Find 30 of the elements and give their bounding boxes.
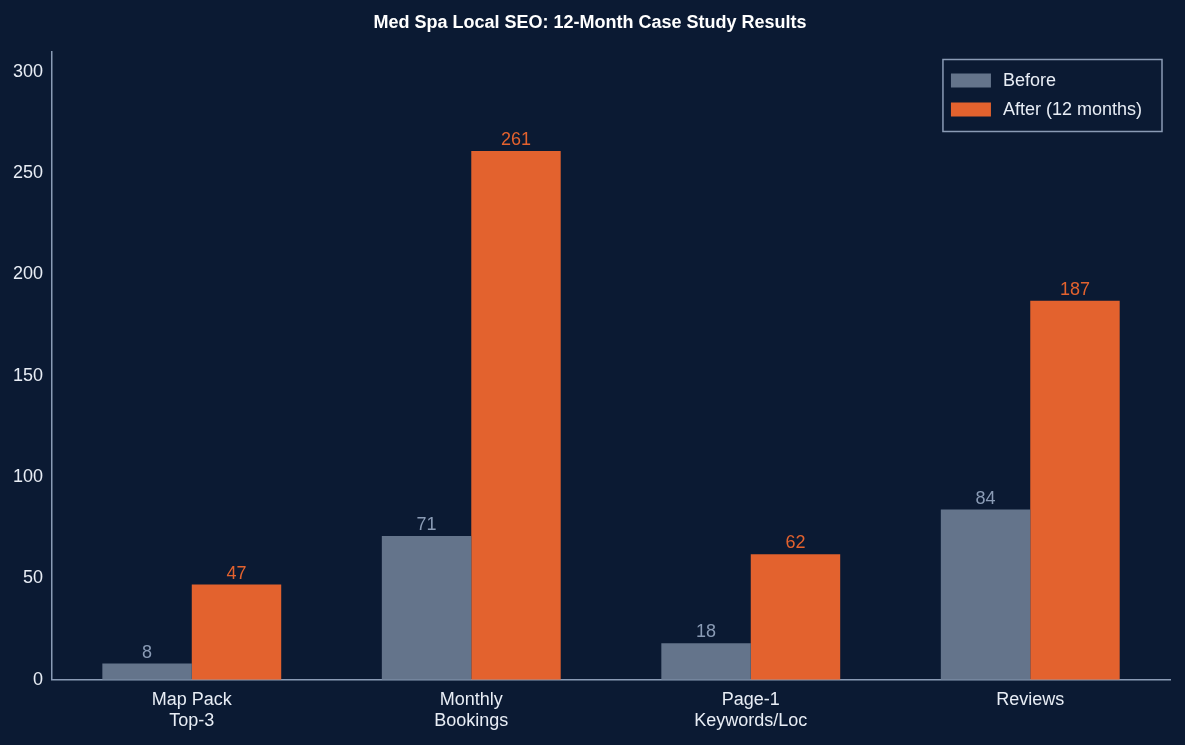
bar [102,663,192,680]
x-tick-label: Page-1 Keywords/Loc [694,688,808,731]
data-label: 261 [500,128,532,149]
data-label: 18 [696,621,717,642]
chart-title: Med Spa Local SEO: 12-Month Case Study Results [373,11,807,32]
bar [191,584,282,680]
data-label: 84 [975,487,996,508]
data-label: 71 [416,513,437,534]
bar [940,509,1031,680]
x-tick-label: Map Pack Top-3 [151,688,233,731]
x-tick-label: Monthly Bookings [434,688,509,731]
bar [381,535,472,680]
bar [750,554,841,680]
y-tick-label: 0 [33,668,44,689]
y-tick-label: 150 [12,364,44,385]
data-label: 62 [785,532,806,553]
x-tick-label: Reviews [996,688,1065,709]
y-tick-label: 200 [12,263,44,284]
data-label: 47 [226,562,247,583]
y-tick-label: 100 [12,466,44,487]
bar [661,643,751,680]
legend-label: After (12 months) [1002,98,1143,119]
bar [471,150,561,680]
bar [1030,300,1120,680]
y-tick-label: 50 [23,567,44,588]
data-label: 187 [1059,278,1090,299]
y-tick-label: 250 [12,162,44,183]
legend-label: Before [1002,69,1056,90]
data-label: 8 [142,641,153,662]
y-tick-label: 300 [12,60,44,81]
